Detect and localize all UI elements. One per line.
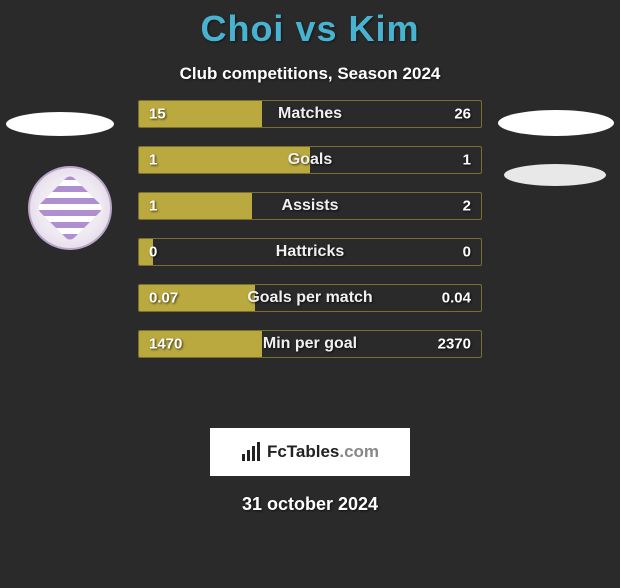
- comparison-title: Choi vs Kim: [0, 8, 620, 50]
- player-right-placeholder: [498, 110, 614, 136]
- title-left: Choi: [200, 8, 284, 49]
- stat-value-left: 1: [149, 198, 157, 215]
- stat-fill: [139, 147, 310, 173]
- stat-bars: 15 Matches 26 1 Goals 1 1 Assists 2 0 Hattricks 0 0.…: [138, 100, 482, 358]
- brand-text: FcTables.com: [267, 442, 379, 462]
- brand-bold: FcTables: [267, 442, 339, 461]
- title-vs: vs: [295, 8, 337, 49]
- stat-value-left: 15: [149, 106, 166, 123]
- stat-label: Goals: [288, 151, 332, 169]
- stat-label: Goals per match: [247, 289, 372, 307]
- stat-value-left: 1470: [149, 336, 182, 353]
- stat-value-right: 0.04: [442, 290, 471, 307]
- stat-label: Min per goal: [263, 335, 357, 353]
- stat-value-left: 0.07: [149, 290, 178, 307]
- player-left-placeholder: [6, 112, 114, 136]
- date: 31 october 2024: [0, 494, 620, 515]
- stat-value-left: 1: [149, 152, 157, 169]
- stat-row: 15 Matches 26: [138, 100, 482, 128]
- stat-value-left: 0: [149, 244, 157, 261]
- brand-light: .com: [339, 442, 379, 461]
- club-right-placeholder: [504, 164, 606, 186]
- stat-value-right: 0: [463, 244, 471, 261]
- stat-row: 0 Hattricks 0: [138, 238, 482, 266]
- stat-value-right: 2370: [438, 336, 471, 353]
- stat-value-right: 1: [463, 152, 471, 169]
- brand-box[interactable]: FcTables.com: [210, 428, 410, 476]
- stat-label: Assists: [282, 197, 339, 215]
- stat-row: 1 Goals 1: [138, 146, 482, 174]
- subtitle: Club competitions, Season 2024: [0, 64, 620, 84]
- stat-label: Matches: [278, 105, 342, 123]
- title-right: Kim: [349, 8, 420, 49]
- stat-value-right: 26: [454, 106, 471, 123]
- stat-row: 1 Assists 2: [138, 192, 482, 220]
- stat-value-right: 2: [463, 198, 471, 215]
- stat-label: Hattricks: [276, 243, 344, 261]
- stat-row: 1470 Min per goal 2370: [138, 330, 482, 358]
- club-left-badge: [28, 166, 112, 250]
- bars-icon: [241, 442, 261, 462]
- stat-row: 0.07 Goals per match 0.04: [138, 284, 482, 312]
- club-left-badge-inner: [36, 174, 104, 242]
